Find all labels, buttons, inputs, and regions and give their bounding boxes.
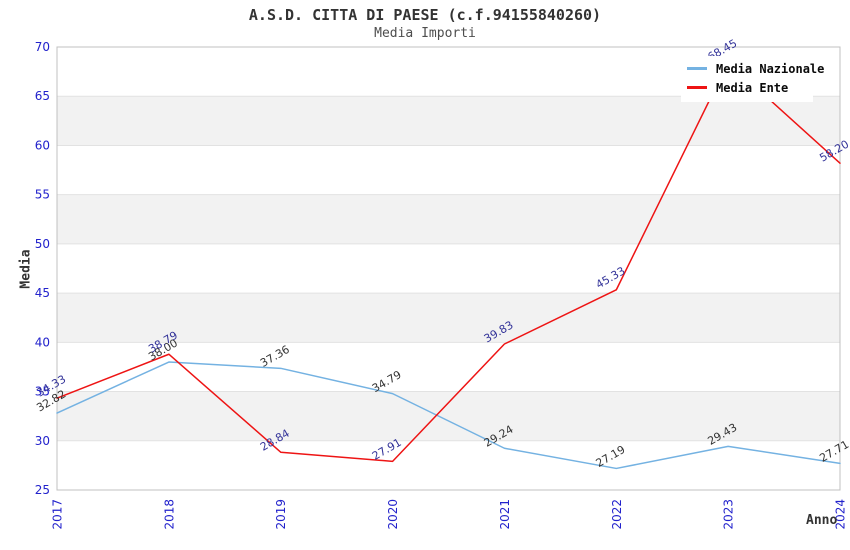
y-tick-label: 70 [35,40,50,54]
x-axis-title: Anno [806,513,838,528]
y-tick-label: 30 [35,434,50,448]
x-tick-label: 2020 [386,499,400,530]
plot-band [57,194,840,244]
plot-band [57,293,840,343]
legend-swatch-nazionale-icon [687,67,707,70]
x-tick-label: 2021 [498,499,512,530]
y-tick-label: 65 [35,89,50,103]
x-tick-label: 2024 [834,499,848,530]
series-line [56,361,841,470]
plot-border [56,46,841,491]
y-tick-label: 25 [35,483,50,497]
y-tick-label: 40 [35,335,50,349]
plot-band [57,391,840,441]
legend-item-media-ente: Media Ente [687,78,807,97]
y-tick-label: 60 [35,138,50,152]
x-tick-label: 2022 [610,499,624,530]
y-tick-label: 55 [35,188,50,202]
chart-title: A.S.D. CITTA DI PAESE (c.f.94155840260) [248,6,602,24]
point-value-label: 45.33 [594,264,628,291]
x-tick-label: 2019 [274,499,288,530]
y-tick-label: 35 [35,385,50,399]
legend-swatch-ente-icon [687,86,707,89]
x-tick-label: 2018 [162,499,176,530]
legend: Media Nazionale Media Ente [681,56,824,102]
point-value-label: 37.36 [258,343,292,370]
x-tick-label: 2017 [51,499,65,530]
plot-band [57,96,840,146]
legend-label-nazionale: Media Nazionale [716,61,825,76]
point-value-label: 27.19 [594,443,628,470]
point-value-label: 27.71 [817,438,850,465]
y-axis-title: Media [18,249,34,289]
chart-subtitle: Media Importi [374,26,476,41]
x-tick-label: 2023 [722,499,736,530]
point-value-label: 34.79 [370,368,404,395]
y-tick-label: 50 [35,237,50,251]
legend-item-media-nazionale: Media Nazionale [687,59,824,78]
y-tick-label: 45 [35,286,50,300]
legend-label-ente: Media Ente [716,80,789,95]
